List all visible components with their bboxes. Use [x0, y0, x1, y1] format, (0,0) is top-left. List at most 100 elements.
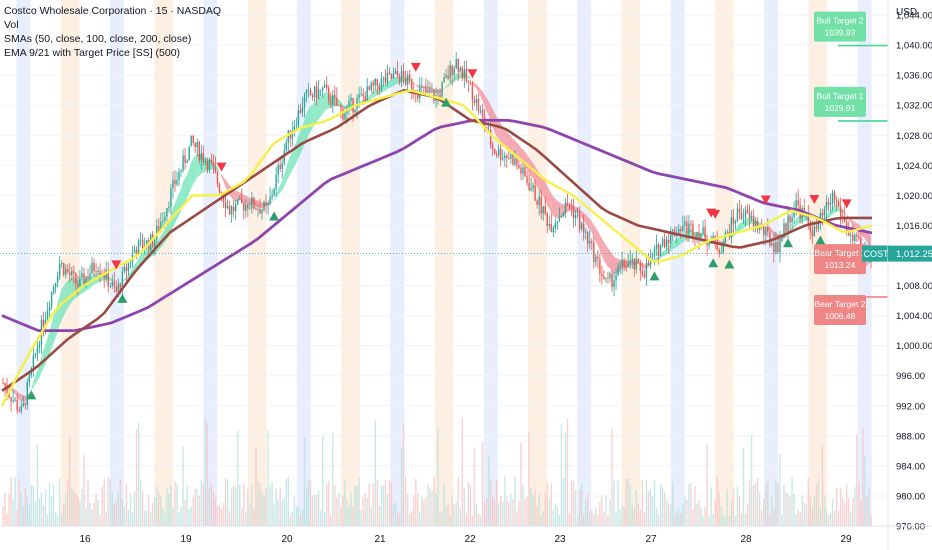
volume-bar: [526, 496, 528, 526]
ema-band: [605, 245, 608, 267]
candle: [58, 256, 61, 281]
candle: [334, 85, 336, 107]
legend-sma: SMAs (50, close, 100, close, 200, close): [4, 33, 192, 45]
volume-bar: [352, 506, 354, 526]
candle: [123, 263, 126, 274]
candle-body: [645, 262, 648, 278]
ema-band: [280, 180, 283, 193]
candle-body: [601, 273, 603, 277]
ema-band: [480, 88, 483, 101]
candle-body: [657, 244, 660, 256]
volume-bar: [457, 477, 459, 526]
candle: [131, 245, 134, 268]
ema-band: [67, 279, 70, 309]
candle: [617, 263, 619, 277]
candle-body: [370, 82, 372, 90]
volume-bar: [805, 504, 807, 526]
candle: [326, 76, 328, 92]
candle-body: [459, 67, 461, 72]
candle-body: [615, 275, 617, 281]
ema-band: [429, 87, 432, 90]
candle-body: [831, 192, 834, 204]
candle-body: [297, 110, 300, 126]
candle-body: [172, 179, 174, 189]
ema-band: [183, 178, 186, 206]
candle: [566, 193, 569, 207]
volume-bar: [477, 513, 480, 526]
ema-band: [510, 136, 513, 155]
candle: [572, 198, 575, 228]
x-tick-label: 22: [464, 534, 476, 545]
candle: [34, 352, 37, 359]
candle-body: [797, 200, 799, 206]
candle-body: [222, 194, 225, 202]
candle: [580, 221, 583, 232]
volume-bar: [866, 494, 868, 526]
candle: [36, 339, 39, 361]
candle-body: [823, 208, 826, 216]
candle-body: [481, 110, 484, 117]
candle-body: [83, 273, 85, 284]
candle: [645, 256, 648, 286]
volume-bar: [382, 484, 385, 526]
candle: [265, 194, 267, 214]
candle-body: [24, 403, 26, 406]
volume-bar: [421, 496, 423, 526]
candle: [398, 73, 401, 85]
ema-band: [773, 231, 776, 239]
candle: [742, 208, 745, 224]
candle-body: [20, 405, 22, 412]
candle: [206, 157, 209, 174]
ema-band: [304, 114, 307, 145]
ema-band: [385, 82, 388, 91]
candle-body: [218, 183, 221, 193]
volume-bar: [437, 426, 439, 526]
candle-body: [36, 347, 39, 354]
candle-body: [336, 97, 338, 106]
session-band: [434, 0, 454, 526]
ema-band: [674, 239, 677, 249]
y-tick-label: 1,008.00: [896, 281, 932, 292]
candle-body: [239, 198, 241, 200]
candle: [184, 147, 186, 170]
ema-band: [47, 331, 50, 359]
candle-body: [752, 215, 755, 227]
ema-band: [413, 82, 416, 85]
ema-band: [448, 80, 451, 87]
candle-body: [787, 215, 789, 233]
ema-band: [796, 216, 799, 226]
candle: [48, 301, 51, 320]
candle-body: [765, 226, 767, 236]
candle: [419, 77, 421, 104]
ema-band: [274, 194, 277, 201]
candle-body: [206, 160, 209, 170]
target-name: Bear Target 1: [815, 248, 866, 258]
volume-bar: [489, 478, 492, 526]
candle-body: [160, 221, 162, 232]
ema-band: [395, 76, 398, 85]
volume-bar: [688, 484, 690, 526]
volume-bar: [71, 487, 73, 526]
candle: [91, 256, 93, 275]
volume-bar: [69, 437, 71, 526]
ema-band: [185, 174, 188, 203]
ema-band: [300, 126, 303, 154]
session-band: [247, 0, 267, 526]
volume-bar: [819, 508, 822, 526]
volume-bar: [376, 479, 379, 526]
volume-bar: [249, 503, 251, 526]
candle: [182, 148, 184, 173]
ema-band: [318, 96, 321, 120]
candle: [38, 340, 41, 354]
volume-bar: [453, 504, 455, 526]
ema-band: [288, 156, 291, 178]
volume-bar: [32, 486, 35, 526]
candle: [621, 251, 623, 274]
candle-body: [633, 258, 635, 270]
candle: [172, 171, 174, 199]
candle-body: [623, 259, 625, 267]
candle-body: [560, 216, 563, 217]
ema-band: [745, 217, 748, 227]
volume-bar: [641, 480, 644, 526]
